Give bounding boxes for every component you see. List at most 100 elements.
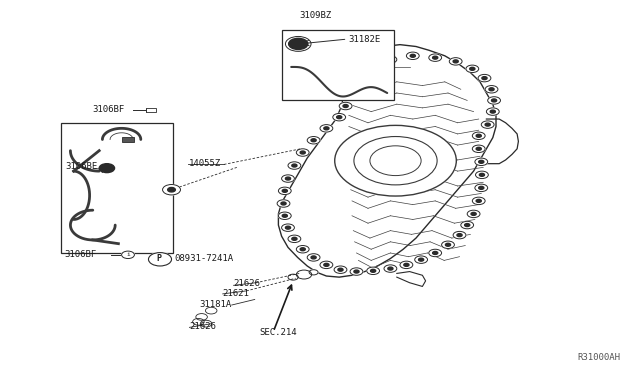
Circle shape — [333, 113, 346, 121]
Circle shape — [309, 270, 318, 275]
Circle shape — [168, 187, 175, 192]
Circle shape — [492, 99, 497, 102]
Text: i: i — [126, 252, 130, 257]
Circle shape — [348, 77, 353, 80]
Circle shape — [324, 263, 329, 266]
Circle shape — [278, 187, 291, 195]
Circle shape — [449, 58, 462, 65]
Circle shape — [453, 231, 466, 239]
Text: SEC.214: SEC.214 — [259, 328, 297, 337]
Circle shape — [472, 197, 485, 205]
Text: 21626: 21626 — [234, 279, 260, 288]
Circle shape — [296, 246, 309, 253]
Circle shape — [339, 87, 352, 95]
Circle shape — [343, 90, 348, 93]
Circle shape — [461, 221, 474, 229]
Circle shape — [335, 75, 353, 85]
Circle shape — [429, 249, 442, 257]
Circle shape — [354, 270, 359, 273]
Circle shape — [288, 274, 298, 280]
Polygon shape — [397, 272, 426, 286]
Circle shape — [282, 189, 287, 192]
Circle shape — [433, 56, 438, 59]
Circle shape — [479, 186, 484, 189]
Circle shape — [406, 52, 419, 60]
Circle shape — [365, 65, 371, 68]
Circle shape — [288, 162, 301, 169]
Circle shape — [311, 139, 316, 142]
Circle shape — [334, 266, 347, 273]
Circle shape — [433, 251, 438, 254]
Circle shape — [99, 164, 115, 173]
Circle shape — [200, 320, 212, 327]
Circle shape — [289, 38, 308, 49]
Text: R31000AH: R31000AH — [578, 353, 621, 362]
Circle shape — [285, 177, 291, 180]
Circle shape — [472, 132, 485, 140]
Circle shape — [122, 251, 134, 259]
Circle shape — [490, 110, 495, 113]
Bar — [282, 30, 394, 100]
Circle shape — [470, 67, 475, 70]
Circle shape — [467, 210, 480, 218]
Bar — [122, 137, 134, 142]
Text: 3106BF: 3106BF — [64, 250, 96, 259]
Circle shape — [362, 63, 374, 71]
Circle shape — [384, 265, 397, 272]
Circle shape — [485, 86, 498, 93]
Circle shape — [410, 54, 415, 57]
Circle shape — [311, 256, 316, 259]
Circle shape — [482, 77, 487, 80]
Circle shape — [292, 164, 297, 167]
Bar — [61, 123, 173, 253]
Circle shape — [307, 137, 320, 144]
Circle shape — [307, 254, 320, 261]
Circle shape — [344, 74, 356, 82]
Circle shape — [278, 212, 291, 219]
Circle shape — [285, 226, 291, 229]
Circle shape — [300, 151, 305, 154]
Circle shape — [476, 199, 481, 202]
Circle shape — [282, 224, 294, 231]
Circle shape — [292, 237, 297, 240]
Circle shape — [472, 145, 485, 153]
Circle shape — [400, 261, 413, 269]
Circle shape — [429, 54, 442, 61]
Text: 08931-7241A: 08931-7241A — [174, 254, 233, 263]
Circle shape — [296, 270, 312, 279]
Circle shape — [457, 234, 462, 237]
Circle shape — [476, 134, 481, 137]
Circle shape — [281, 202, 286, 205]
Bar — [146, 108, 156, 112]
Circle shape — [193, 318, 204, 325]
Circle shape — [488, 97, 500, 104]
Circle shape — [465, 224, 470, 227]
Text: 14055Z: 14055Z — [189, 158, 221, 167]
Text: 31182E: 31182E — [349, 35, 381, 44]
Circle shape — [163, 185, 180, 195]
Text: 21626: 21626 — [189, 322, 216, 331]
Circle shape — [337, 116, 342, 119]
Circle shape — [367, 267, 380, 275]
Circle shape — [282, 175, 294, 182]
Circle shape — [371, 269, 376, 272]
Circle shape — [476, 147, 481, 150]
Circle shape — [466, 65, 479, 73]
Circle shape — [475, 184, 488, 192]
Circle shape — [339, 102, 352, 110]
Circle shape — [475, 158, 488, 166]
Circle shape — [453, 60, 458, 63]
Circle shape — [419, 258, 424, 261]
Circle shape — [481, 121, 494, 128]
Circle shape — [320, 261, 333, 269]
Circle shape — [277, 200, 290, 207]
Circle shape — [324, 127, 329, 130]
Circle shape — [370, 146, 421, 176]
Circle shape — [486, 108, 499, 115]
Text: 3106BF: 3106BF — [93, 105, 125, 113]
Circle shape — [485, 123, 490, 126]
Circle shape — [445, 243, 451, 246]
Circle shape — [296, 149, 309, 156]
Polygon shape — [486, 119, 518, 164]
Circle shape — [388, 267, 393, 270]
